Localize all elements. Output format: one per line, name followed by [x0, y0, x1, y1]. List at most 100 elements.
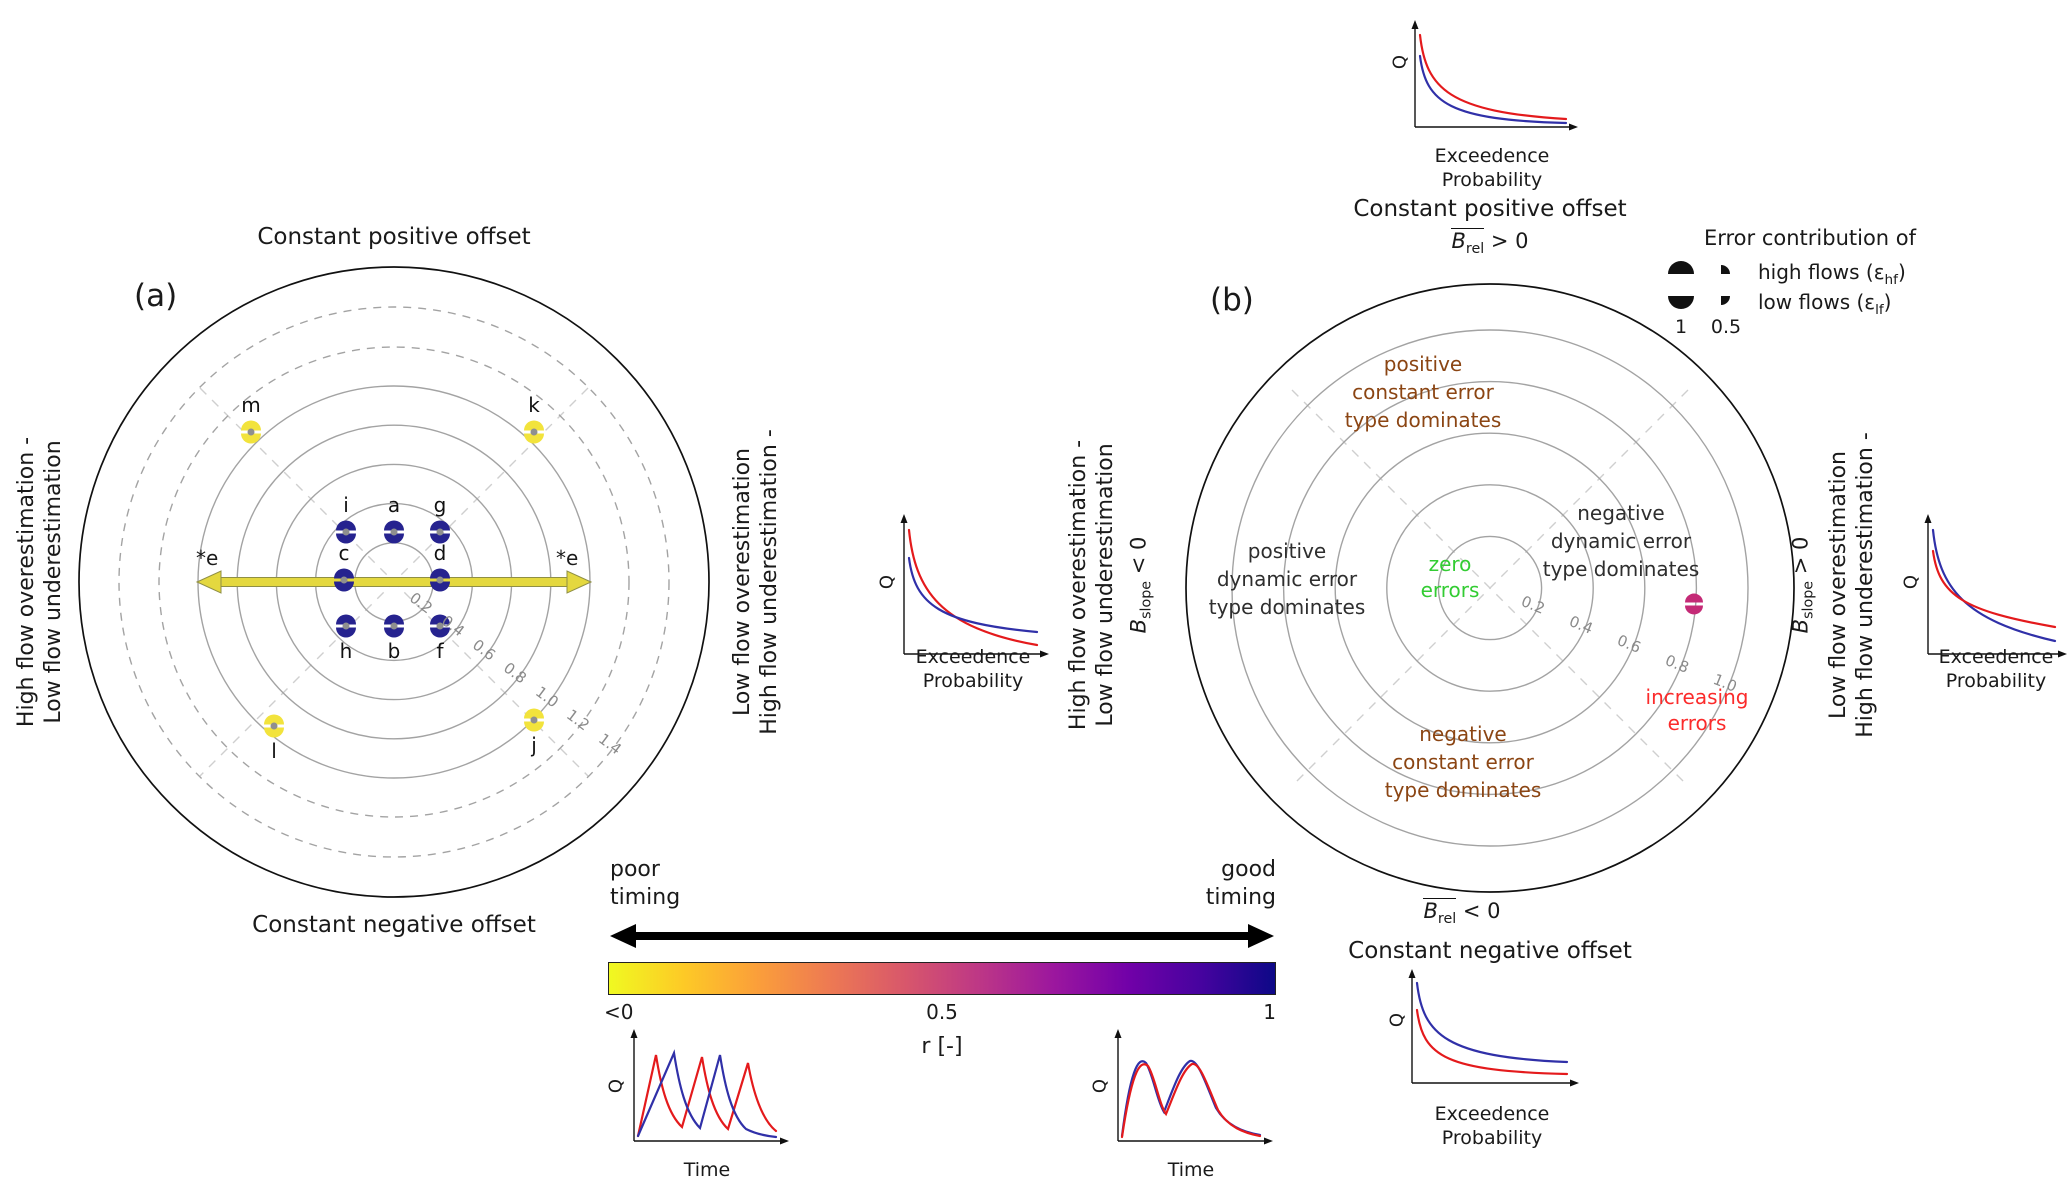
- legend-title: Error contribution of: [1703, 226, 1917, 250]
- panel-b-bottom-title: Constant negative offset: [1348, 938, 1632, 964]
- navy-halfcircle-marker: [430, 614, 450, 638]
- panel-a-left-axis-label: High flow overestimation - Low flow unde…: [14, 436, 66, 728]
- yellow-halfcircle-marker: [524, 420, 544, 444]
- yellow-halfcircle-marker: [264, 714, 284, 738]
- yellow-halfcircle-marker: [524, 708, 544, 732]
- panel-b-left-axis-label: High flow overestimation - Low flow unde…: [1066, 439, 1118, 731]
- exceedence-probability-label: Exceedence Probability: [1434, 145, 1550, 191]
- observed-hydrograph: [1120, 1059, 1262, 1138]
- point-label-a: a: [387, 493, 401, 517]
- point-label-c: c: [338, 541, 350, 565]
- point-label-h: h: [339, 639, 353, 663]
- q-axis-label: Q: [1900, 574, 1922, 590]
- grid-circle: [1386, 484, 1594, 692]
- timing-double-arrow: [195, 570, 593, 594]
- colorbar: [608, 962, 1276, 995]
- inset-fdc-bslope-negative: [900, 514, 1049, 658]
- time-axis-label: Time: [683, 1159, 731, 1181]
- legend-row-low-flows: low flows (εlf): [1758, 290, 1892, 318]
- arrow-shaft: [216, 577, 572, 587]
- navy-halfcircle-marker: [336, 614, 356, 638]
- timing-black-double-arrow: [610, 924, 1274, 948]
- data-point-b: b: [381, 613, 407, 663]
- point-label-b: b: [387, 639, 401, 663]
- point-label-g: g: [433, 493, 447, 517]
- simulated-hydrograph: [636, 1054, 778, 1138]
- bslope-positive-label: Bslope > 0: [1788, 536, 1817, 634]
- panel-a-top-title: Constant positive offset: [257, 224, 531, 250]
- observed-curve: [1418, 54, 1568, 125]
- diagonal-dashed-line: [1291, 389, 1689, 787]
- point-label-i: i: [343, 493, 349, 517]
- point-label-d: d: [433, 541, 447, 565]
- point-label-j: j: [531, 733, 537, 757]
- exceedence-probability-label: Exceedence Probability: [915, 646, 1031, 692]
- polar-grid-b: [1185, 283, 1795, 893]
- magenta-halfcircle-marker: [1685, 593, 1703, 615]
- grid-circle: [1437, 535, 1543, 641]
- high-flow-full-glyph: [1668, 261, 1694, 274]
- data-point-g: g: [427, 493, 453, 545]
- navy-halfcircle-marker: [334, 568, 354, 592]
- point-label-m: m: [241, 393, 261, 417]
- navy-halfcircle-marker: [430, 520, 450, 544]
- legend-row-high-flows: high flows (εhf): [1758, 260, 1906, 288]
- panel-b-right-axis-label: Low flow overestimation High flow undere…: [1826, 432, 1878, 738]
- q-axis-label: Q: [1386, 1012, 1408, 1028]
- colorbar-tick-right: 1: [1263, 1000, 1276, 1024]
- simulated-curve: [907, 528, 1039, 647]
- point-label-k: k: [528, 393, 540, 417]
- simulated-curve: [1418, 33, 1568, 121]
- region-positive-dynamic: positive dynamic error type dominates: [1208, 539, 1366, 619]
- point-label-l: l: [271, 739, 277, 763]
- legend-value-05: 0.5: [1710, 316, 1742, 338]
- data-point-f: f: [427, 613, 453, 663]
- arrow-head-right: [566, 570, 593, 594]
- region-increasing-errors: increasing errors: [1645, 685, 1749, 735]
- region-positive-constant: positive constant error type dominates: [1344, 352, 1502, 432]
- region-negative-dynamic: negative dynamic error type dominates: [1542, 501, 1700, 581]
- navy-halfcircle-marker: [430, 568, 450, 592]
- grid-circle-dashed: [158, 346, 630, 818]
- bslope-negative-label: Bslope < 0: [1126, 536, 1155, 634]
- observed-hydrograph: [636, 1049, 778, 1139]
- exceedence-probability-label: Exceedence Probability: [1938, 646, 2054, 692]
- data-point-m: m: [238, 393, 264, 445]
- outer-boundary-circle: [78, 266, 710, 898]
- yellow-halfcircle-marker: [241, 420, 261, 444]
- grid-circle: [1231, 329, 1749, 847]
- arrow-head-left: [195, 570, 222, 594]
- navy-halfcircle-marker: [336, 520, 356, 544]
- simulated-hydrograph: [1120, 1062, 1262, 1139]
- q-axis-label: Q: [1389, 54, 1411, 70]
- data-point-d: d: [427, 541, 453, 593]
- high-flow-half-glyph: [1721, 265, 1730, 274]
- outer-boundary-circle: [1185, 283, 1795, 893]
- navy-halfcircle-marker: [384, 614, 404, 638]
- q-axis-label: Q: [876, 574, 898, 590]
- panel-b-tag: (b): [1210, 282, 1254, 318]
- inset-fdc-brel-positive: [1411, 20, 1578, 131]
- q-axis-label: Q: [1089, 1078, 1111, 1094]
- time-axis-label: Time: [1167, 1159, 1215, 1181]
- navy-halfcircle-marker: [384, 520, 404, 544]
- data-point-a: a: [381, 493, 407, 545]
- simulated-curve: [1415, 1008, 1569, 1076]
- grid-circle: [1334, 432, 1646, 744]
- low-flow-half-glyph: [1721, 296, 1730, 305]
- panel-a-tag: (a): [134, 278, 178, 314]
- grid-circle-dashed: [118, 306, 670, 858]
- colorbar-tick-mid: 0.5: [926, 1000, 958, 1024]
- region-zero-errors: zero errors: [1420, 552, 1480, 602]
- star-e-label-right: *e: [556, 546, 579, 570]
- colorbar-tick-left: <0: [604, 1000, 634, 1024]
- panel-a-bottom-title: Constant negative offset: [252, 912, 536, 938]
- data-point-k: k: [521, 393, 547, 445]
- simulated-curve: [1931, 549, 2057, 629]
- panel-b-top-title: Constant positive offset: [1353, 196, 1627, 222]
- star-e-label-left: *e: [196, 546, 219, 570]
- legend-value-1: 1: [1674, 316, 1688, 338]
- colorbar-label: r [-]: [921, 1034, 963, 1059]
- inset-fdc-bslope-positive: [1924, 514, 2067, 658]
